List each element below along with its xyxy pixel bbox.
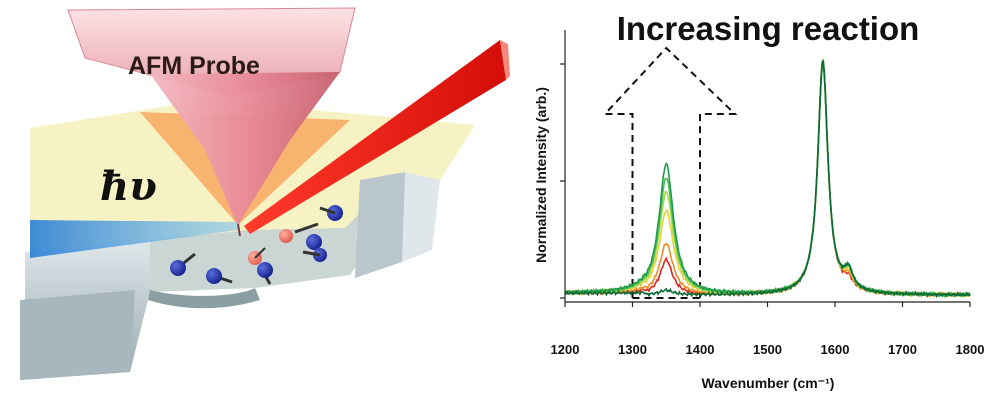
chart-axes: 1200 1300 1400 1500 1600 1700 1800: [551, 30, 985, 357]
x-tick-label: 1600: [821, 342, 850, 357]
x-tick-label: 1400: [686, 342, 715, 357]
spectrum-line-7: [564, 60, 971, 298]
probe-label: AFM Probe: [128, 52, 260, 80]
molecule-atom: [206, 268, 222, 284]
increase-arrow: [602, 46, 738, 299]
spectrum-series: [564, 58, 971, 299]
x-axis-label: Wavenumber (cm⁻¹): [702, 375, 835, 391]
spectrum-line-4: [564, 63, 971, 298]
y-axis-label: Normalized Intensity (arb.): [533, 87, 549, 263]
molecule-atom: [170, 260, 186, 276]
spectrum-line-3: [564, 58, 971, 298]
x-tick-label: 1800: [956, 342, 985, 357]
spectrum-line-6: [564, 59, 971, 298]
left-block-front: [20, 290, 135, 380]
right-block-face: [402, 172, 440, 262]
red-laser: [244, 40, 506, 234]
spectrum-line-1: [564, 61, 971, 298]
molecule-atom: [279, 229, 293, 243]
x-tick-label: 1300: [618, 342, 647, 357]
spectrum-line-2: [564, 60, 971, 298]
molecule-atom: [306, 234, 322, 250]
x-tick-label: 1200: [551, 342, 580, 357]
chart-title: Increasing reaction: [617, 10, 920, 47]
afm-scene: AFM Probe ħυ: [20, 7, 510, 380]
right-block: [355, 172, 408, 278]
gap-wall: [148, 288, 260, 309]
blue-beam: [30, 220, 238, 258]
x-tick-label: 1700: [888, 342, 917, 357]
molecules: [170, 205, 343, 285]
spectrum-chart: 1200 1300 1400 1500 1600 1700 1800 Increasing …: [533, 10, 984, 391]
x-tick-label: 1500: [753, 342, 782, 357]
afm-probe-body: [150, 72, 340, 226]
photon-label: ħυ: [100, 163, 157, 210]
molecule-atom: [257, 262, 273, 278]
arrow-outline: [602, 46, 738, 298]
spectrum-line-5: [564, 60, 971, 299]
